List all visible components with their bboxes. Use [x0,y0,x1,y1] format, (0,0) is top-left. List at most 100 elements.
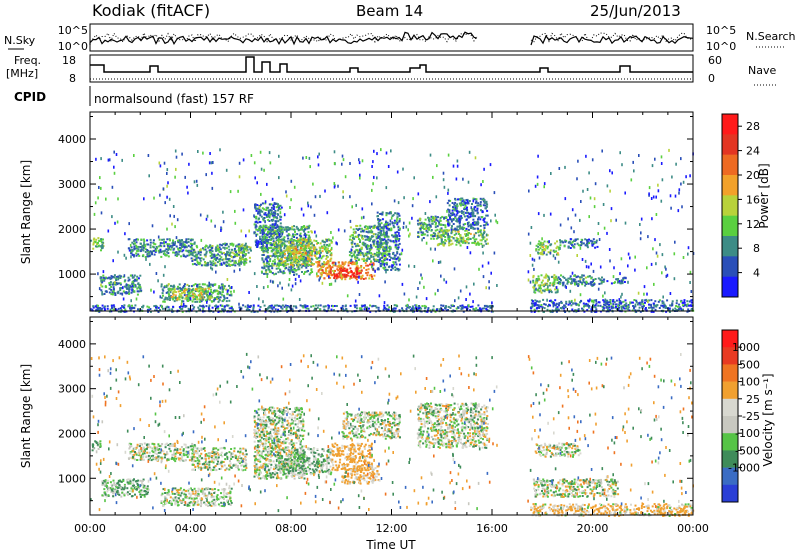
scatter-cell-0-11 [367,272,369,274]
scatter-cell-0-16 [462,242,464,244]
scatter-cell-0-7 [271,220,273,222]
scatter-cell-0-24 [483,307,485,309]
scatter-cell-0-16 [448,240,450,242]
scatter-cell-0-1 [139,286,141,288]
scatter-cell-0-14 [388,251,390,253]
scatter-cell-0-13 [381,246,383,248]
scatter-cell-0-24 [317,305,319,307]
scatter-cell-0-24 [98,307,100,309]
scatter-cell-0-14 [390,212,392,214]
scatter-cell-0-1 [131,283,133,285]
scatter-cell-0-5 [217,245,219,247]
scatter-cell-0-20 [570,282,572,284]
scatter-cell-0-1 [136,288,138,290]
scatter-cell-0-14 [396,258,398,260]
scatter-cell-0-8 [286,235,288,237]
scatter-cell-0-17 [477,218,479,220]
scatter-cell-0-6 [236,254,238,256]
scatter-cell-0-24 [453,305,455,307]
scatter-cell-0-17 [456,218,458,220]
noise-cell-0 [662,253,664,256]
scatter-cell-0-2 [165,248,167,250]
scatter-cell-0-8 [270,229,272,231]
scatter-cell-0-1 [132,281,134,283]
noise-cell-0 [163,274,165,277]
scatter-cell-0-19 [543,277,545,279]
scatter-cell-0-24 [472,308,474,310]
scatter-cell-0-5 [215,246,217,248]
scatter-cell-0-16 [467,234,469,236]
scatter-cell-0-7 [267,219,269,221]
scatter-cell-0-17 [455,229,457,231]
scatter-cell-0-7 [260,204,262,206]
scatter-cell-0-19 [541,274,543,276]
scatter-cell-0-1 [139,275,141,277]
scatter-cell-0-13 [377,248,379,250]
cpid-label: CPID [14,90,46,104]
scatter-cell-0-8 [273,255,275,257]
scatter-cell-0-5 [220,251,222,253]
scatter-cell-0-14 [399,243,401,245]
scatter-cell-0-1 [124,279,126,281]
scatter-cell-0-24 [198,309,200,311]
scatter-cell-0-3 [226,293,228,295]
scatter-cell-0-3 [212,292,214,294]
scatter-cell-0-17 [448,211,450,213]
scatter-cell-0-6 [240,256,242,258]
scatter-cell-0-1 [119,277,121,279]
scatter-cell-0-21 [593,238,595,240]
scatter-cell-0-13 [378,232,380,234]
scatter-cell-0-24 [271,305,273,307]
scatter-cell-0-17 [459,225,461,227]
scatter-cell-0-2 [159,244,161,246]
scatter-cell-0-19 [556,279,558,281]
scatter-cell-0-17 [451,225,453,227]
scatter-cell-0-5 [205,252,207,254]
scatter-cell-0-5 [219,244,221,246]
scatter-cell-0-14 [390,269,392,271]
scatter-cell-0-23 [568,304,570,306]
scatter-cell-0-9 [326,248,328,250]
scatter-cell-0-16 [467,237,469,239]
scatter-cell-0-14 [395,244,397,246]
scatter-cell-0-22 [601,277,603,279]
scatter-cell-0-7 [275,220,277,222]
scatter-cell-0-4 [197,290,199,292]
nsky-tick-high: 10^5 [58,24,88,37]
scatter-cell-0-24 [272,308,274,310]
scatter-cell-0-13 [373,243,375,245]
scatter-cell-0-2 [170,249,172,251]
scatter-cell-0-23 [679,306,681,308]
scatter-cell-0-24 [97,305,99,307]
scatter-cell-0-14 [395,269,397,271]
noise-cell-0 [263,286,265,289]
scatter-cell-0-16 [440,235,442,237]
scatter-cell-0-5 [205,256,207,258]
scatter-cell-0-9 [277,250,279,252]
scatter-cell-0-13 [369,226,371,228]
scatter-cell-0-2 [190,253,192,255]
scatter-cell-0-15 [440,217,442,219]
scatter-cell-0-4 [201,294,203,296]
scatter-cell-0-23 [534,304,536,306]
scatter-cell-0-20 [593,284,595,286]
scatter-cell-0-17 [451,221,453,223]
scatter-cell-0-23 [690,305,692,307]
scatter-cell-0-9 [279,241,281,243]
noise-cell-0 [640,237,642,240]
scatter-cell-0-18 [555,250,557,252]
scatter-cell-0-17 [484,221,486,223]
scatter-cell-0-5 [242,254,244,256]
scatter-cell-0-8 [300,233,302,235]
scatter-cell-0-0 [102,239,104,241]
scatter-cell-0-24 [169,309,171,311]
scatter-cell-0-9 [290,264,292,266]
scatter-cell-0-10 [296,251,298,253]
noise-cell-0 [309,157,311,160]
scatter-cell-0-24 [278,305,280,307]
scatter-cell-0-12 [343,268,345,270]
scatter-cell-0-24 [320,304,322,306]
scatter-cell-0-24 [300,304,302,306]
scatter-cell-0-21 [560,242,562,244]
scatter-cell-0-23 [661,300,663,302]
